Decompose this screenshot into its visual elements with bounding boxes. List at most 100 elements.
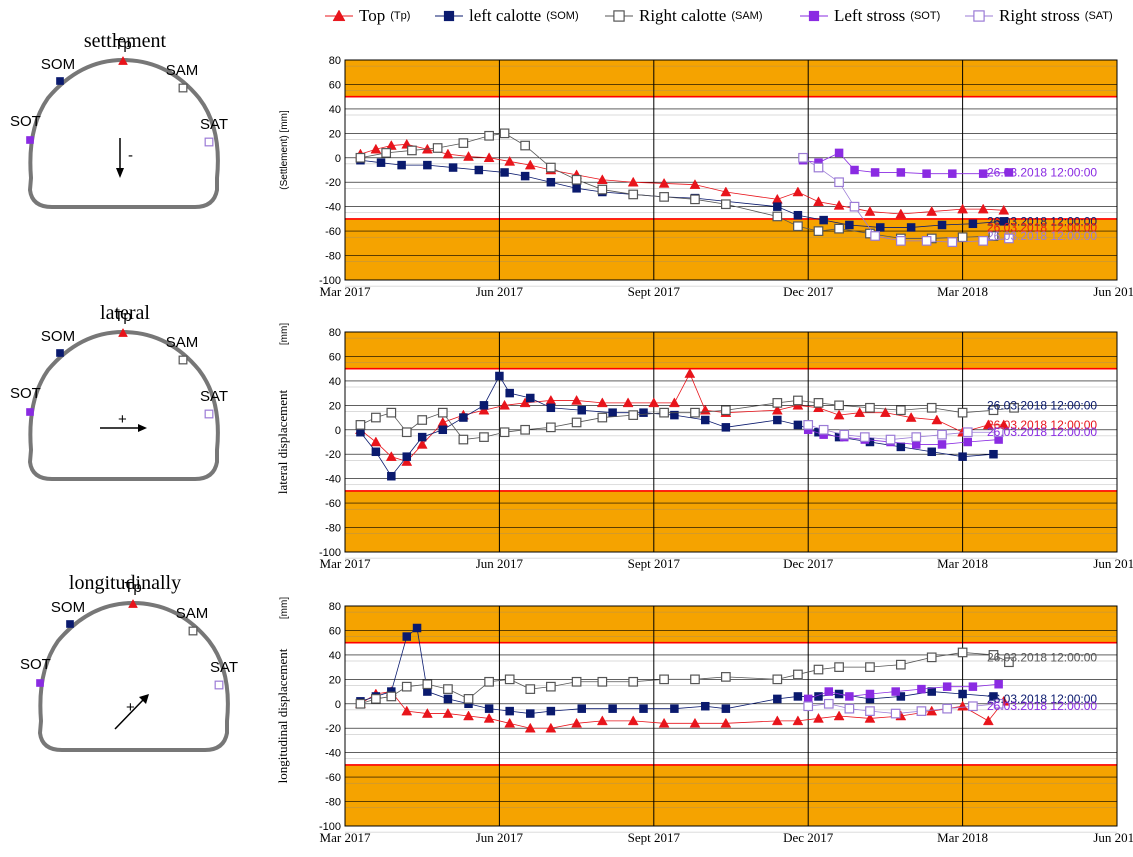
data-point-sot: [994, 435, 1003, 444]
x-tick-label: Jun 2017: [476, 556, 524, 571]
data-point-som: [387, 471, 396, 481]
data-point-sam: [659, 192, 669, 202]
data-point-som: [721, 423, 731, 432]
y-tick-label: 40: [329, 376, 341, 388]
data-point-tp: [442, 148, 454, 159]
point-label-som: SOM: [41, 328, 75, 345]
data-point-tp: [998, 204, 1010, 215]
data-point-som: [484, 704, 494, 713]
point-marker-tp: [118, 55, 128, 65]
x-tick-label: Sept 2017: [628, 284, 681, 299]
data-point-som: [958, 452, 967, 461]
data-point-tp: [571, 717, 583, 728]
point-marker-tp: [118, 327, 128, 337]
data-point-sam: [721, 672, 731, 682]
legend-name-som: left calotte: [469, 6, 542, 25]
data-point-tp: [463, 710, 474, 721]
x-tick-label: Mar 2018: [937, 830, 988, 845]
data-point-sam: [407, 145, 417, 156]
x-tick-label: Jun 2018: [1093, 284, 1133, 299]
data-point-sat: [916, 706, 927, 716]
data-point-sat: [844, 703, 855, 714]
data-point-sam: [690, 407, 700, 418]
data-point-sam: [793, 395, 803, 406]
data-point-sam: [571, 174, 582, 185]
data-point-sot: [917, 684, 926, 694]
data-point-sam: [793, 669, 803, 680]
data-point-tp: [385, 140, 397, 150]
data-point-som: [505, 706, 514, 716]
lower-warning-band: [345, 490, 1117, 552]
data-point-sot: [803, 425, 813, 435]
data-point-sam: [520, 424, 530, 435]
data-point-sat: [1004, 233, 1014, 244]
end-label-sam: 26.03.2018 12:00:00: [987, 650, 1097, 664]
series-som: [356, 371, 998, 481]
data-point-tp: [931, 414, 943, 425]
data-point-sam: [432, 143, 443, 153]
y-tick-label: -100: [319, 547, 341, 559]
data-point-sam: [1004, 657, 1014, 668]
y-axis-label: (Settlement) [mm]: [279, 110, 290, 190]
plot-frame: [344, 605, 1118, 827]
plot-frame: [344, 331, 1118, 553]
data-point-som: [500, 168, 509, 177]
settlement-panel: settlement Tp SOM SAM SOT SAT -80 60 40 20 0 -20 -40…: [0, 0, 1133, 300]
data-point-tp: [504, 717, 516, 728]
x-tick-label: Mar 2017: [320, 556, 371, 571]
direction-arrow: -: [116, 138, 133, 178]
data-point-sam: [772, 674, 783, 685]
y-tick-label: 0: [335, 699, 341, 711]
data-point-sam: [628, 189, 639, 200]
data-point-sat: [885, 434, 896, 445]
series-line-sat: [802, 157, 1009, 243]
data-point-sam: [957, 407, 968, 418]
legend: Top (Tp) left calotte (SOM) Right calotte (SA…: [325, 6, 1125, 32]
point-label-sam: SAM: [166, 334, 199, 351]
data-point-som: [814, 427, 823, 437]
data-point-sam: [546, 162, 556, 173]
data-point-sat: [978, 236, 989, 246]
data-point-tp: [689, 717, 701, 728]
y-tick-label: 20: [329, 128, 341, 140]
data-point-sam: [793, 221, 803, 232]
data-point-sam: [479, 432, 489, 442]
y-tick-label: -20: [325, 177, 341, 189]
data-point-tp: [977, 203, 989, 214]
series-sot: [803, 679, 1003, 704]
data-point-sot: [824, 687, 834, 696]
section-title: settlement: [84, 30, 167, 52]
data-point-som: [577, 405, 586, 415]
data-point-som: [989, 692, 998, 701]
y-tick-label: 20: [329, 400, 341, 412]
data-point-sam: [895, 659, 906, 670]
y-tick-label: 40: [329, 650, 341, 662]
legend-code-som: (SOM): [546, 10, 579, 22]
upper-warning-band: [345, 606, 1117, 643]
data-point-som: [376, 158, 386, 167]
data-point-tp: [524, 722, 536, 733]
data-point-tp: [792, 186, 804, 197]
data-point-sam: [443, 684, 453, 694]
legend-marker-tp: [332, 9, 346, 22]
data-point-sot: [968, 682, 978, 691]
data-point-tp: [627, 176, 639, 187]
data-point-sat: [993, 427, 1004, 438]
point-marker-sat: [204, 409, 214, 419]
data-point-tp: [442, 708, 454, 718]
data-point-sam: [988, 650, 999, 660]
data-point-sam: [422, 679, 433, 690]
legend-name-sat: Right stross: [999, 6, 1080, 25]
data-point-som: [412, 623, 422, 633]
data-point-sam: [865, 662, 875, 672]
data-point-tp: [463, 151, 474, 161]
y-tick-label: -60: [325, 772, 341, 784]
data-point-sam: [957, 232, 968, 243]
data-point-som: [793, 420, 803, 430]
data-point-sot: [845, 692, 854, 701]
data-point-som: [505, 388, 514, 398]
lateral-panel: lateral Tp SOM SAM SOT SAT +80 60 40 20 0 -20 -40 -60…: [0, 272, 1133, 572]
data-point-som: [701, 415, 710, 425]
